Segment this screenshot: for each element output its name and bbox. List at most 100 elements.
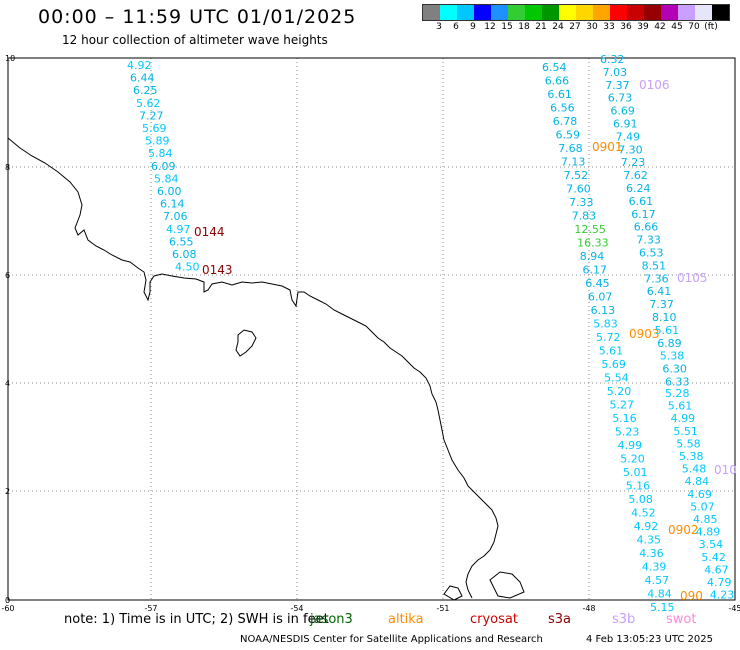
swh-value: 6.56 xyxy=(550,102,575,115)
island xyxy=(489,571,525,599)
swh-value: 6.61 xyxy=(629,195,654,208)
x-tick-label: -54 xyxy=(290,604,303,613)
swh-value: 6.41 xyxy=(647,285,672,298)
swh-value: 4.69 xyxy=(687,488,712,501)
scale-label: (ft) xyxy=(704,22,718,32)
swh-value: 5.54 xyxy=(604,372,629,385)
swh-value: 4.92 xyxy=(127,59,152,72)
scale-label: 9 xyxy=(470,22,476,32)
swh-value: 5.48 xyxy=(682,463,707,476)
scale-label: 3 xyxy=(436,22,442,32)
swh-value: 7.49 xyxy=(616,130,641,143)
x-tick-label: -60 xyxy=(1,604,14,613)
swh-value: 6.17 xyxy=(631,208,656,221)
scale-swatch xyxy=(525,5,542,20)
scale-label: 6 xyxy=(453,22,459,32)
y-tick-label: 10 xyxy=(5,54,15,63)
scale-swatch xyxy=(457,5,474,20)
swh-value: 6.24 xyxy=(626,182,651,195)
swh-value: 5.69 xyxy=(142,122,167,135)
scale-swatch xyxy=(423,5,440,20)
y-tick-label: 0 xyxy=(5,596,10,605)
swh-value: 5.07 xyxy=(690,500,715,513)
coastline xyxy=(7,137,499,599)
swh-value: 5.01 xyxy=(623,466,648,479)
pass-id-label: 0902 xyxy=(668,523,699,537)
swh-value: 5.15 xyxy=(650,601,675,614)
swh-value: 7.27 xyxy=(139,109,164,122)
swh-value: 7.33 xyxy=(636,234,661,247)
swh-value: 6.53 xyxy=(639,247,664,260)
swh-value: 6.69 xyxy=(610,105,635,118)
swh-value: 7.62 xyxy=(623,169,648,182)
swh-value: 6.45 xyxy=(585,277,610,290)
satellite-legend-item: cryosat xyxy=(470,612,518,627)
pass-id-label: 0144 xyxy=(194,225,225,239)
swh-value: 6.17 xyxy=(583,264,608,277)
swh-value: 5.72 xyxy=(596,331,621,344)
swh-value: 7.33 xyxy=(569,196,594,209)
swh-value: 7.37 xyxy=(605,79,630,92)
scale-swatch xyxy=(474,5,491,20)
swh-value: 5.61 xyxy=(668,400,693,413)
swh-value: 4.85 xyxy=(693,513,718,526)
swh-value: 6.59 xyxy=(556,129,581,142)
pass-id-label: 0903 xyxy=(629,327,660,341)
swh-value: 16.33 xyxy=(577,237,609,250)
swh-value: 4.97 xyxy=(166,223,191,236)
scale-swatch xyxy=(508,5,525,20)
map-subtitle: 12 hour collection of altimeter wave hei… xyxy=(62,33,328,47)
pass-id-label: 090 xyxy=(680,589,703,603)
scale-swatch xyxy=(712,5,729,20)
island xyxy=(443,585,463,601)
swh-value: 4.50 xyxy=(175,261,200,274)
swh-value: 4.79 xyxy=(707,576,732,589)
x-tick-label: -45 xyxy=(728,604,740,613)
swh-value: 5.38 xyxy=(679,450,704,463)
pass-id-label: 010 xyxy=(714,463,737,477)
swh-value: 6.32 xyxy=(600,53,625,66)
scale-swatch xyxy=(627,5,644,20)
swh-value: 4.99 xyxy=(671,412,696,425)
swh-value: 4.99 xyxy=(618,439,643,452)
swh-value: 7.68 xyxy=(558,142,583,155)
swh-value: 6.66 xyxy=(545,75,570,88)
wave-height-color-scale xyxy=(422,4,730,21)
swh-value: 5.20 xyxy=(620,453,645,466)
scale-swatch xyxy=(661,5,678,20)
scale-swatch xyxy=(440,5,457,20)
swh-value: 5.84 xyxy=(148,147,173,160)
footer-note: note: 1) Time is in UTC; 2) SWH is in fe… xyxy=(64,612,329,627)
swh-value: 6.25 xyxy=(133,84,158,97)
swh-value: 7.37 xyxy=(649,298,674,311)
swh-value: 7.60 xyxy=(566,183,591,196)
swh-value: 5.83 xyxy=(593,318,618,331)
swh-value: 4.36 xyxy=(639,547,664,560)
swh-value: 6.30 xyxy=(662,363,687,376)
swh-value: 7.03 xyxy=(603,66,628,79)
swh-value: 5.08 xyxy=(628,493,653,506)
swh-value: 5.16 xyxy=(612,412,637,425)
swh-value: 7.06 xyxy=(163,210,188,223)
scale-label: 42 xyxy=(654,22,666,32)
swh-value: 6.54 xyxy=(542,61,567,74)
swh-value: 5.89 xyxy=(145,135,170,148)
swh-value: 6.91 xyxy=(613,118,638,131)
swh-value: 7.52 xyxy=(564,169,589,182)
swh-value: 5.69 xyxy=(601,358,626,371)
swh-value: 7.83 xyxy=(572,210,597,223)
satellite-legend-item: altika xyxy=(388,612,424,627)
swh-value: 6.33 xyxy=(665,376,690,389)
satellite-legend-item: s3a xyxy=(548,612,572,627)
scale-swatch xyxy=(491,5,508,20)
scale-label: 18 xyxy=(518,22,530,32)
pass-id-label: 0143 xyxy=(202,263,233,277)
scale-label: 33 xyxy=(603,22,615,32)
swh-value: 5.61 xyxy=(599,345,624,358)
island xyxy=(235,329,257,357)
swh-value: 4.23 xyxy=(710,589,735,602)
credit-line: NOAA/NESDIS Center for Satellite Applica… xyxy=(240,634,543,645)
swh-value: 6.14 xyxy=(160,198,185,211)
scale-label: 21 xyxy=(535,22,547,32)
